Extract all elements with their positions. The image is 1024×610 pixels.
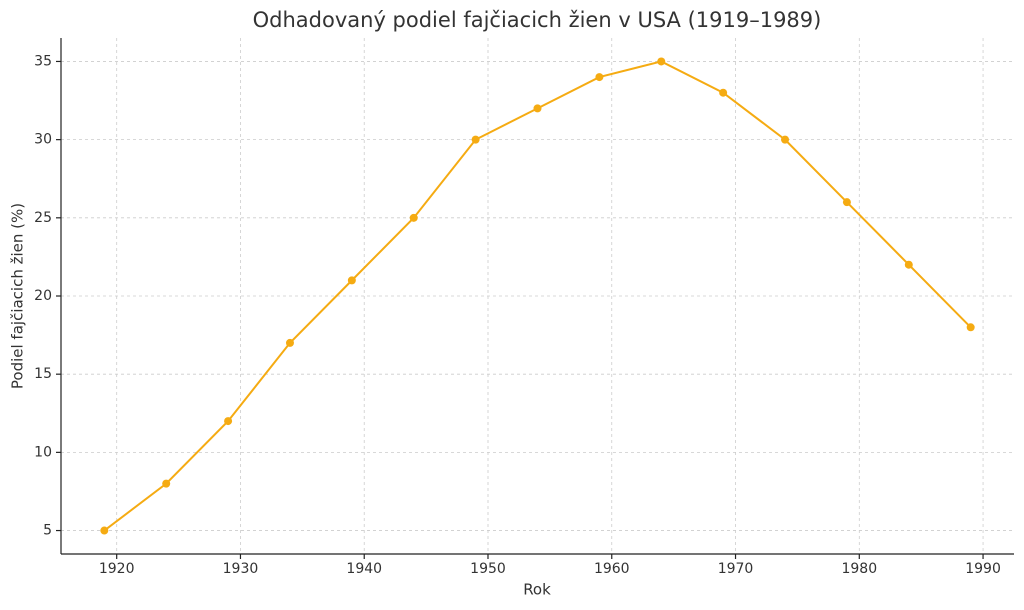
data-point [347, 276, 356, 285]
data-point [719, 88, 728, 97]
y-tick-label: 5 [43, 523, 52, 539]
data-point [781, 135, 790, 144]
x-tick-label: 1920 [99, 561, 135, 577]
x-axis-label: Rok [523, 581, 551, 599]
data-point [471, 135, 480, 144]
x-tick-label: 1990 [965, 561, 1001, 577]
data-point [595, 73, 604, 82]
chart-title: Odhadovaný podiel fajčiacich žien v USA … [253, 8, 822, 32]
data-point [904, 260, 913, 269]
x-tick-label: 1930 [223, 561, 259, 577]
y-tick-label: 25 [34, 210, 52, 226]
data-point [842, 198, 851, 207]
data-point [224, 417, 233, 426]
x-tick-label: 1980 [841, 561, 877, 577]
data-point [285, 338, 294, 347]
data-point [162, 479, 171, 488]
data-point [533, 104, 542, 113]
y-tick-label: 15 [34, 366, 52, 382]
data-point [966, 323, 975, 332]
x-tick-label: 1950 [470, 561, 506, 577]
y-tick-label: 20 [34, 288, 52, 304]
data-point [657, 57, 666, 66]
data-point [409, 213, 418, 222]
y-tick-label: 35 [34, 53, 52, 69]
y-tick-label: 30 [34, 132, 52, 148]
y-tick-label: 10 [34, 444, 52, 460]
x-tick-label: 1940 [346, 561, 382, 577]
y-axis-label: Podiel fajčiacich žien (%) [9, 203, 27, 389]
x-tick-label: 1960 [594, 561, 630, 577]
x-tick-label: 1970 [718, 561, 754, 577]
data-point [100, 526, 109, 535]
